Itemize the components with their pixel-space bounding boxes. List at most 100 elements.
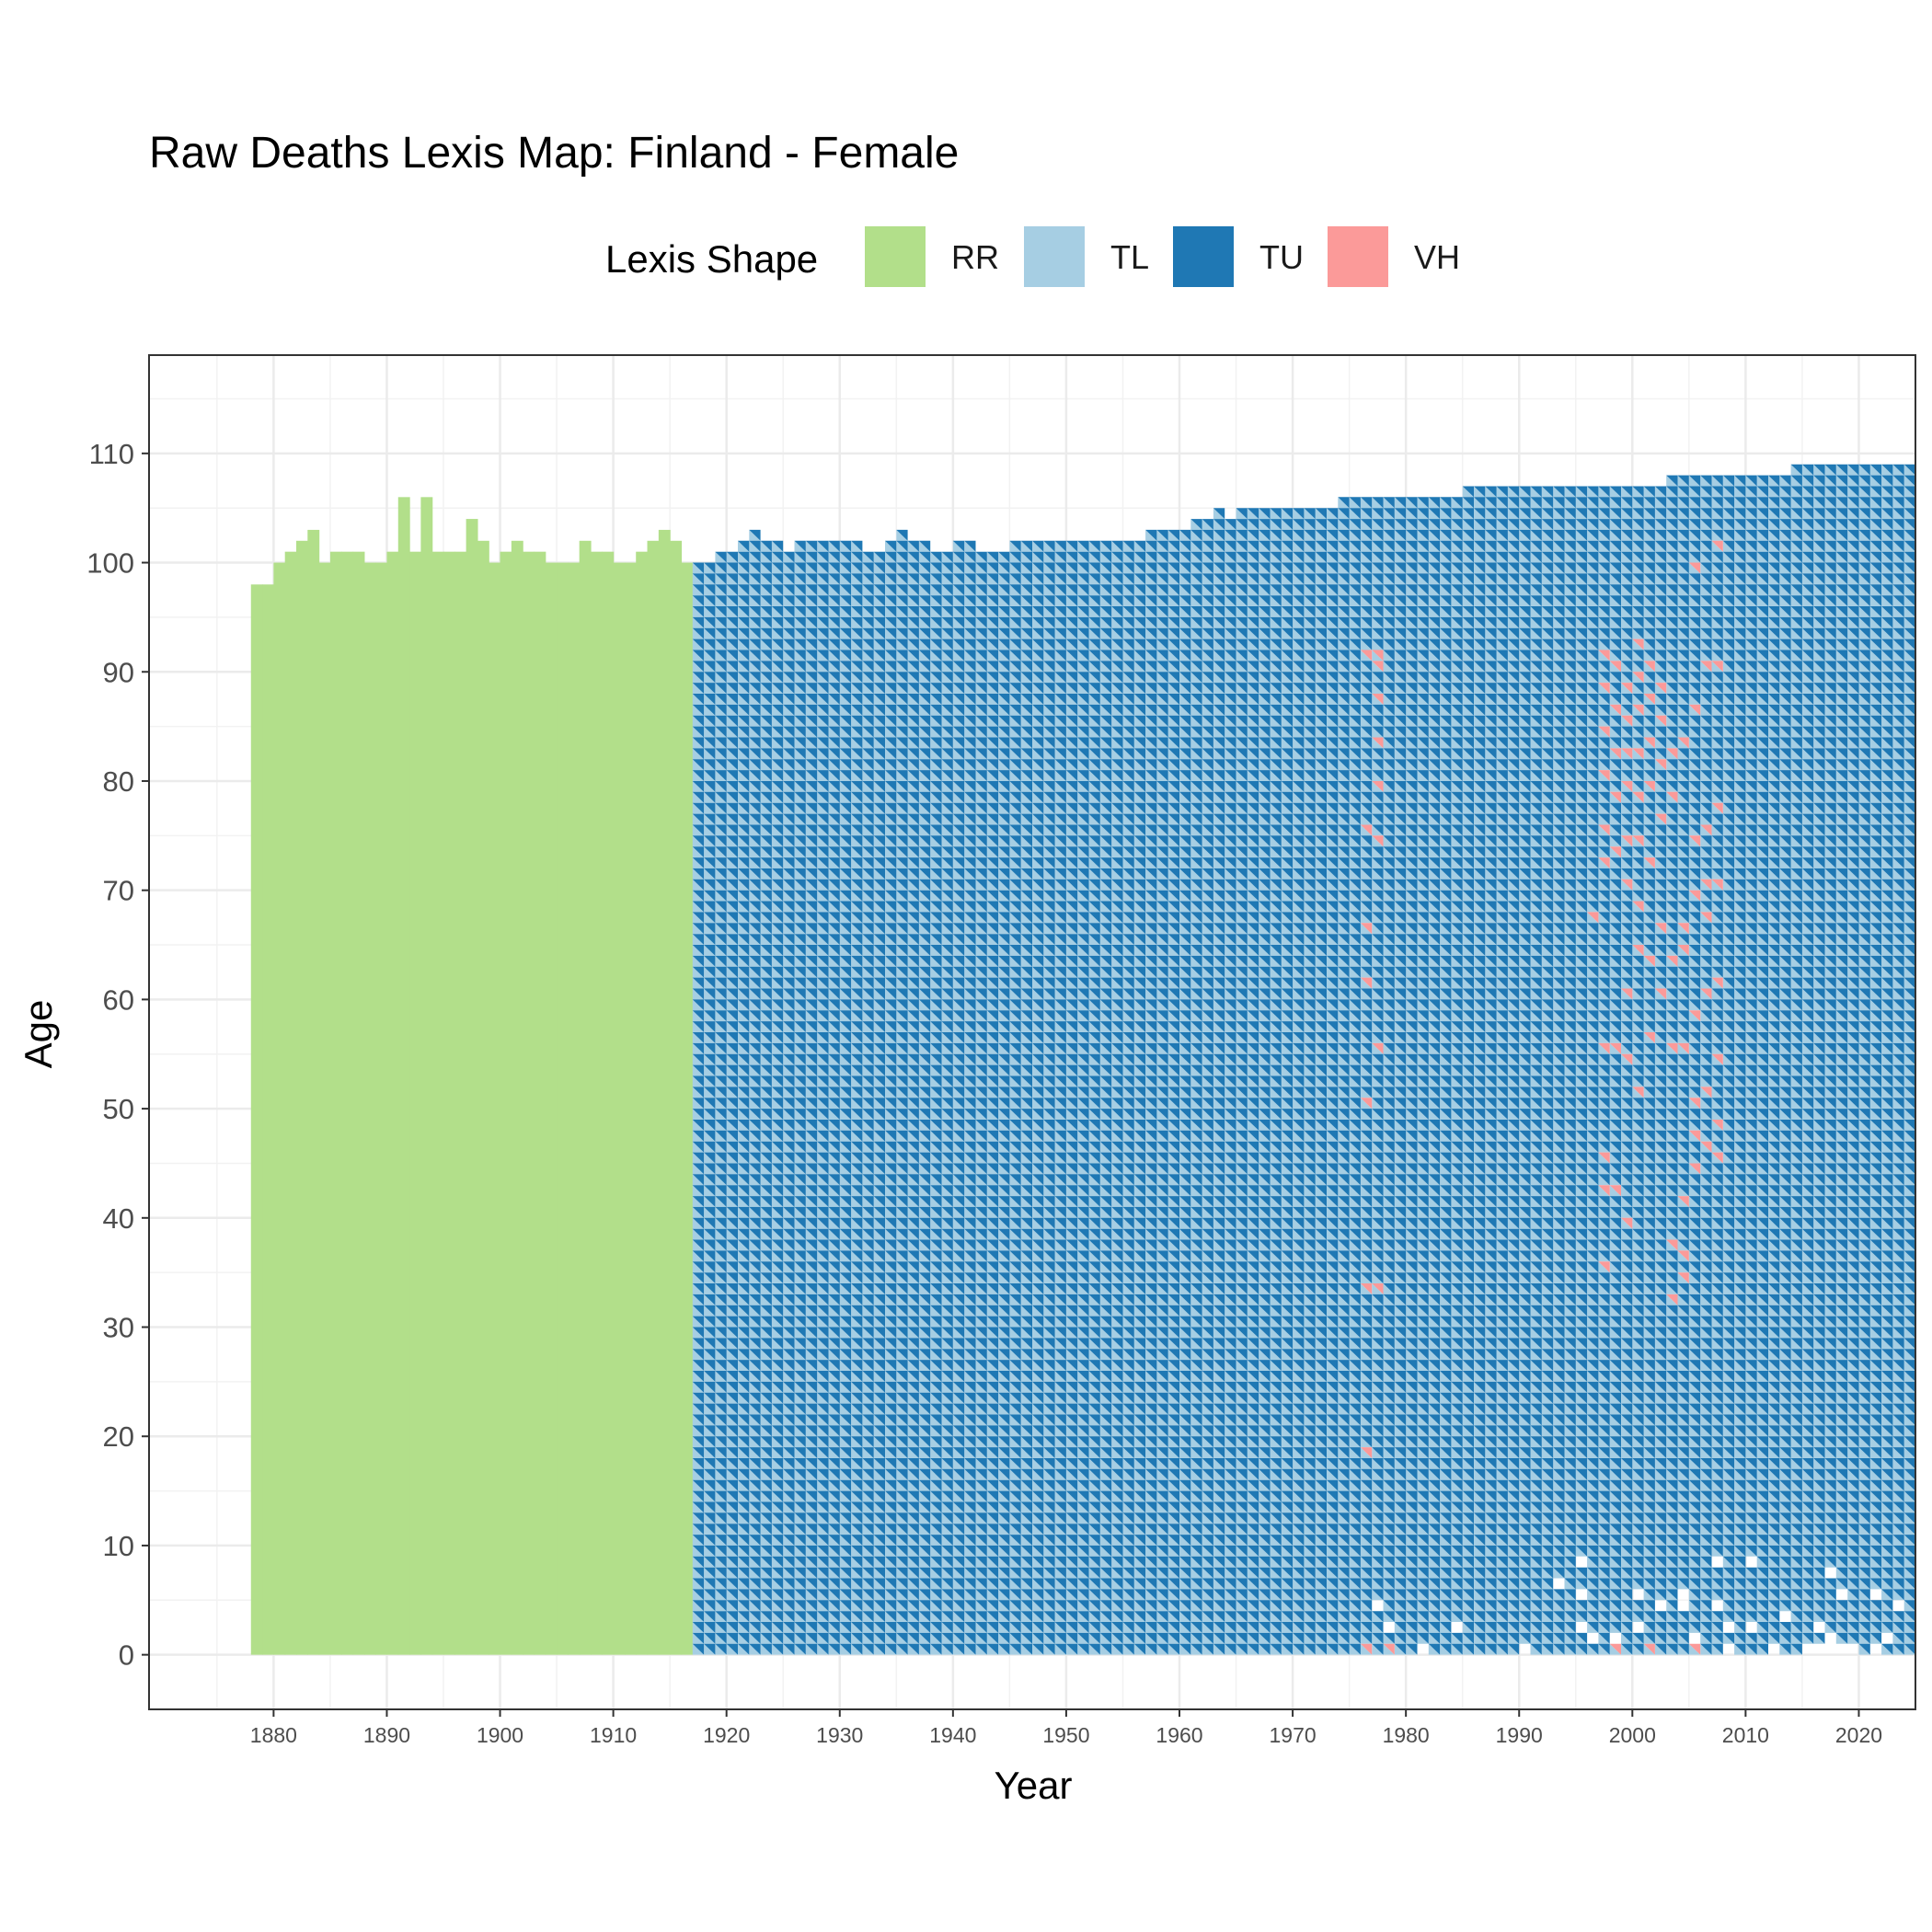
tl-column [1156, 529, 1168, 1655]
tu-column [1790, 464, 1802, 1655]
tu-column [1293, 508, 1305, 1655]
tl-column [941, 551, 953, 1655]
tu-column [738, 540, 750, 1655]
tu-column [964, 540, 976, 1655]
tu-column [1202, 519, 1213, 1655]
tu-column [839, 540, 852, 1655]
tl-column [1598, 486, 1610, 1655]
tu-column [1666, 475, 1678, 1655]
x-tick-label: 1940 [929, 1723, 976, 1747]
rr-column [511, 540, 523, 1655]
tl-column [1824, 464, 1836, 1633]
x-tick-label: 1970 [1269, 1723, 1316, 1747]
tl-column [1496, 486, 1508, 1655]
x-tick-label: 1920 [703, 1723, 750, 1747]
tl-column [726, 551, 738, 1655]
tl-column [1621, 486, 1633, 1655]
tl-column [1575, 486, 1588, 1655]
tl-column [998, 551, 1010, 1655]
tu-column [851, 540, 863, 1655]
tu-column [1485, 486, 1497, 1655]
x-tick-label: 1890 [363, 1723, 410, 1747]
tu-column [998, 551, 1010, 1655]
y-tick-label: 20 [103, 1420, 134, 1453]
tu-column [1688, 475, 1701, 1633]
y-tick-label: 10 [103, 1530, 134, 1562]
tl-column [715, 551, 727, 1655]
vh-column [1598, 650, 1610, 1273]
tu-column [1858, 464, 1870, 1655]
vh-column [1632, 638, 1644, 1098]
rr-column [341, 551, 354, 1655]
tu-column [1575, 486, 1588, 1655]
tl-column [1247, 508, 1259, 1655]
rr-column [296, 540, 308, 1655]
x-tick-label: 1960 [1156, 1723, 1202, 1747]
tu-column [1394, 497, 1407, 1655]
tu-column [1247, 508, 1259, 1655]
x-tick-label: 2010 [1722, 1723, 1769, 1747]
tl-column [1190, 519, 1202, 1655]
tl-column [1474, 486, 1486, 1655]
tu-column [749, 529, 761, 1655]
tu-column [930, 551, 942, 1655]
tu-column [975, 551, 987, 1655]
tl-column [1281, 508, 1294, 1655]
tu-column [1077, 540, 1089, 1655]
tu-column [941, 551, 953, 1655]
tl-column [1519, 486, 1531, 1644]
rr-column [431, 551, 444, 1655]
rr-column [534, 551, 546, 1655]
tl-column [1167, 529, 1179, 1655]
tl-column [1360, 497, 1373, 1655]
tu-column [1133, 540, 1146, 1655]
legend-key-vh [1328, 226, 1388, 287]
tl-column [1903, 464, 1915, 1655]
rr-column [602, 551, 615, 1655]
x-tick-label: 1910 [590, 1723, 637, 1747]
tu-column [1111, 540, 1123, 1655]
tu-column [1869, 464, 1882, 1644]
legend: Lexis Shape RR TL TU VH [605, 226, 1460, 287]
tu-column [726, 551, 738, 1655]
tl-column [1304, 508, 1316, 1655]
tu-column [1813, 464, 1825, 1644]
tl-column [1813, 464, 1825, 1644]
x-tick-label: 1880 [250, 1723, 297, 1747]
vh-column [1643, 661, 1655, 1655]
tl-column [1293, 508, 1305, 1655]
tu-column [1270, 508, 1282, 1655]
tl-column [1768, 475, 1780, 1644]
tu-column [1598, 486, 1610, 1655]
tu-column [1372, 497, 1384, 1655]
tu-column [817, 540, 829, 1655]
tl-column [1507, 486, 1520, 1655]
tu-column [1009, 540, 1021, 1655]
tu-column [1020, 540, 1032, 1655]
vh-column [1711, 540, 1723, 1164]
legend-label-tl: TL [1110, 238, 1149, 276]
x-tick-label: 2000 [1609, 1723, 1656, 1747]
y-tick-label: 0 [119, 1639, 134, 1672]
tl-column [1372, 497, 1384, 1655]
rr-column [329, 551, 342, 1655]
rr-column [284, 551, 297, 1655]
rr-column [624, 562, 637, 1655]
rr-column [613, 562, 626, 1655]
rr-column [658, 529, 671, 1655]
rr-column [307, 529, 320, 1655]
vh-triangles [1360, 540, 1723, 1655]
tl-column [692, 562, 705, 1655]
rr-column [489, 562, 501, 1655]
tu-column [1167, 529, 1179, 1655]
chart-title: Raw Deaths Lexis Map: Finland - Female [149, 129, 959, 178]
x-tick-label: 1950 [1042, 1723, 1089, 1747]
tu-column [1745, 475, 1757, 1655]
tu-column [1722, 475, 1735, 1644]
tu-column [1903, 464, 1915, 1655]
tu-column [1315, 508, 1327, 1655]
tl-column [1428, 497, 1441, 1655]
y-tick-label: 100 [86, 547, 134, 580]
y-tick-label: 80 [103, 765, 134, 798]
rr-column [352, 551, 365, 1655]
